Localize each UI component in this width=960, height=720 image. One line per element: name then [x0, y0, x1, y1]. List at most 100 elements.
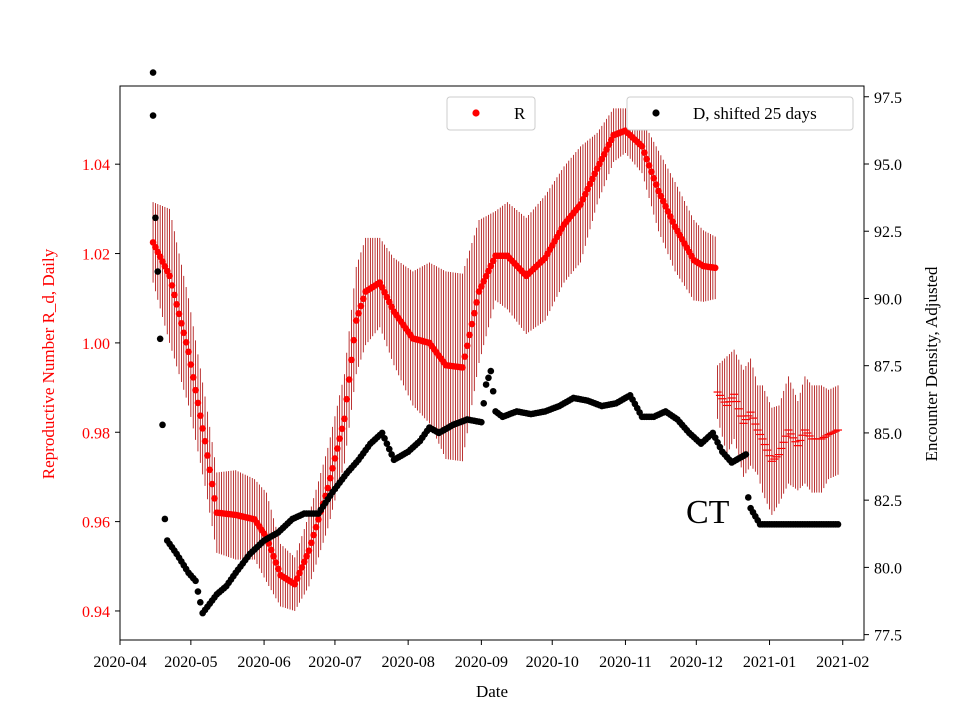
- r-point: [664, 208, 672, 215]
- r-point: [470, 309, 478, 317]
- r-point: [197, 412, 204, 419]
- d-point: [480, 400, 488, 407]
- r-point: [272, 559, 280, 566]
- r-point: [352, 317, 360, 324]
- r-point: [185, 348, 192, 356]
- r-point: [324, 484, 332, 492]
- r-point: [643, 155, 651, 163]
- r-point: [487, 262, 495, 270]
- r-point: [577, 201, 584, 208]
- d-point: [381, 435, 388, 442]
- d-point: [156, 335, 164, 343]
- ct-annotation: CT: [686, 494, 730, 531]
- r-point: [343, 395, 351, 403]
- r-point: [650, 174, 658, 182]
- x-tick-label: 2020-12: [670, 654, 723, 671]
- r-point: [586, 180, 594, 188]
- d-point: [834, 521, 842, 528]
- r-point: [478, 283, 485, 290]
- d-point: [742, 451, 750, 458]
- r-point: [473, 299, 480, 306]
- y-right-tick-label: 77.5: [874, 628, 902, 645]
- r-point: [201, 437, 209, 445]
- r-point: [648, 168, 655, 176]
- y-right-tick-label: 87.5: [874, 359, 902, 376]
- legend-d-marker: [652, 109, 660, 117]
- y-axis-label-right: Encounter Density, Adjusted: [922, 266, 941, 461]
- r-point: [204, 452, 211, 459]
- x-tick-label: 2020-11: [599, 654, 652, 671]
- r-point: [326, 474, 334, 482]
- r-point: [591, 170, 599, 178]
- y-left-tick-label: 0.96: [82, 515, 110, 532]
- r-point: [345, 376, 353, 383]
- r-point: [338, 425, 346, 433]
- r-point: [669, 218, 676, 225]
- r-point: [468, 320, 476, 328]
- x-tick-label: 2020-04: [93, 654, 146, 671]
- y-axis-right: 77.5 80.0 82.5 85.0 87.5 90.0 92.5 95.0 97.5: [864, 90, 902, 645]
- d-point: [378, 429, 386, 437]
- d-point: [744, 494, 752, 501]
- legend-d-box: [626, 96, 854, 131]
- r-point: [308, 539, 315, 547]
- r-point: [206, 466, 214, 474]
- r-point: [199, 425, 206, 432]
- r-point: [589, 175, 596, 183]
- r-point: [300, 558, 308, 566]
- d-point: [385, 445, 393, 453]
- legend-d: D, shifted 25 days: [626, 96, 854, 131]
- y-right-tick-label: 97.5: [874, 90, 902, 107]
- d-point: [161, 515, 169, 523]
- r-point: [466, 331, 473, 339]
- y-right-tick-label: 80.0: [874, 560, 902, 577]
- x-tick-label: 2020-05: [164, 654, 217, 671]
- r-point: [359, 295, 367, 303]
- legend-r-marker: [472, 109, 480, 117]
- y-left-tick-label: 1.02: [82, 247, 110, 264]
- r-point: [662, 203, 669, 210]
- r-point: [296, 569, 303, 577]
- r-point: [267, 546, 275, 554]
- r-point: [641, 149, 648, 156]
- legend-r-label: R: [514, 104, 526, 123]
- r-point: [475, 288, 483, 295]
- r-point: [336, 435, 343, 442]
- r-point: [270, 552, 277, 560]
- d-point: [194, 588, 202, 595]
- r-point: [333, 445, 341, 452]
- y-right-tick-label: 90.0: [874, 291, 902, 308]
- r-point: [173, 301, 180, 308]
- r-point: [303, 552, 310, 560]
- x-tick-label: 2020-08: [381, 654, 434, 671]
- d-point: [485, 374, 492, 382]
- r-point: [291, 580, 299, 588]
- r-point: [459, 364, 466, 371]
- d-point: [154, 268, 162, 275]
- legend-r-box: [446, 96, 536, 131]
- d-point: [152, 214, 159, 222]
- r-point: [655, 187, 662, 195]
- x-tick-label: 2020-06: [237, 654, 290, 671]
- y-left-tick-label: 1.04: [82, 157, 110, 174]
- y-axis-label-left: Reproductive Number R_d, Daily: [39, 248, 58, 479]
- r-point: [348, 356, 355, 364]
- r-point: [274, 565, 282, 573]
- r-point: [175, 310, 183, 318]
- r-point: [584, 185, 591, 193]
- d-point: [482, 381, 490, 388]
- r-point: [310, 531, 317, 539]
- y-right-tick-label: 92.5: [874, 224, 902, 241]
- d-series: [149, 69, 842, 617]
- r-point: [638, 143, 646, 150]
- r-point: [331, 455, 339, 462]
- d-point: [192, 577, 199, 585]
- y-right-tick-label: 85.0: [874, 426, 902, 443]
- d-point: [489, 387, 497, 395]
- r-point: [711, 264, 719, 272]
- r-point: [180, 329, 188, 337]
- y-left-tick-label: 0.98: [82, 425, 110, 442]
- d-point: [159, 421, 166, 429]
- r-point: [189, 374, 197, 381]
